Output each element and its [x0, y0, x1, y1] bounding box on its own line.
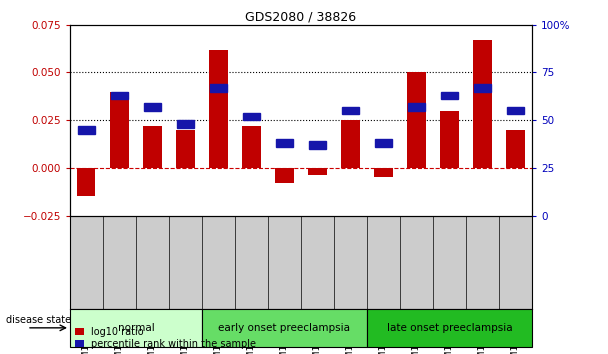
Bar	[176, 130, 195, 168]
Bar	[243, 126, 260, 168]
Legend: log10 ratio, percentile rank within the sample: log10 ratio, percentile rank within the …	[75, 327, 257, 349]
Bar	[375, 168, 393, 177]
Bar	[506, 130, 525, 168]
Bar	[77, 168, 95, 196]
Bar	[275, 168, 294, 183]
Bar	[375, 139, 392, 147]
Bar	[441, 92, 458, 99]
Bar	[308, 168, 326, 176]
Bar	[341, 120, 359, 168]
Bar	[177, 120, 194, 128]
Text: normal: normal	[117, 323, 154, 333]
Bar	[144, 103, 161, 110]
Text: late onset preeclampsia: late onset preeclampsia	[387, 323, 513, 333]
Bar	[309, 141, 326, 149]
Bar	[202, 309, 367, 347]
Bar	[210, 84, 227, 92]
Bar	[474, 84, 491, 92]
Bar	[342, 107, 359, 114]
Bar	[407, 73, 426, 168]
Bar	[243, 113, 260, 120]
Text: disease state: disease state	[6, 315, 71, 325]
Bar	[110, 92, 128, 168]
Bar	[367, 309, 532, 347]
Bar	[111, 92, 128, 99]
Text: early onset preeclampsia: early onset preeclampsia	[218, 323, 350, 333]
Bar	[440, 110, 458, 168]
Bar	[70, 309, 202, 347]
Bar	[474, 40, 491, 168]
Bar	[209, 50, 227, 168]
Bar	[276, 139, 292, 147]
Bar	[78, 126, 95, 133]
Title: GDS2080 / 38826: GDS2080 / 38826	[246, 11, 356, 24]
Bar	[408, 103, 425, 110]
Bar	[507, 107, 523, 114]
Bar	[143, 126, 162, 168]
